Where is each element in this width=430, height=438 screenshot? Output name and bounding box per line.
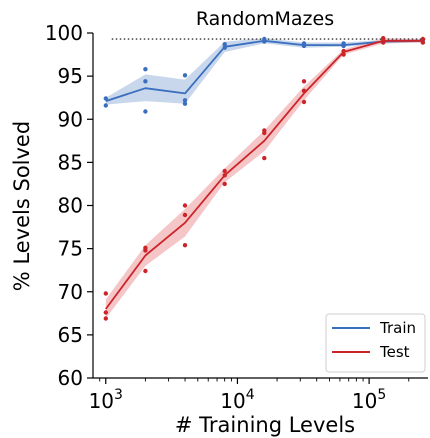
y-tick-label: 80 bbox=[58, 194, 83, 218]
data-point-test bbox=[381, 40, 386, 45]
data-point-test bbox=[103, 316, 109, 321]
y-tick-label: 65 bbox=[58, 323, 83, 347]
data-point-test bbox=[182, 203, 188, 208]
x-tick-label: 104 bbox=[220, 387, 254, 413]
y-tick-label: 85 bbox=[58, 150, 83, 174]
data-point-train bbox=[143, 67, 148, 72]
data-point-test bbox=[222, 181, 227, 187]
y-tick-label: 75 bbox=[58, 237, 83, 261]
data-point-test bbox=[103, 291, 109, 296]
data-point-test bbox=[301, 99, 307, 105]
data-point-test bbox=[341, 52, 346, 57]
data-point-train bbox=[182, 101, 188, 106]
data-point-train bbox=[222, 45, 227, 50]
y-tick-label: 70 bbox=[58, 280, 83, 304]
plot-area: 60 65 70 75 80 85 90 95 100 103 104 105 bbox=[45, 21, 428, 413]
y-tick-label: 95 bbox=[58, 64, 83, 88]
legend: Train Test bbox=[325, 313, 426, 373]
data-point-test bbox=[182, 212, 188, 218]
x-tick-label: 103 bbox=[89, 387, 123, 413]
y-tick-label: 60 bbox=[58, 366, 83, 390]
y-tick-label: 90 bbox=[58, 107, 83, 131]
data-point-test bbox=[381, 36, 386, 41]
data-point-train bbox=[143, 109, 148, 114]
data-point-train bbox=[262, 36, 267, 42]
data-point-train bbox=[182, 98, 188, 103]
data-point-test bbox=[182, 243, 188, 248]
data-point-test bbox=[222, 173, 227, 178]
data-point-test bbox=[420, 36, 426, 42]
y-axis-label: % Levels Solved bbox=[10, 121, 34, 291]
y-tick-label: 100 bbox=[45, 21, 83, 45]
data-point-train bbox=[103, 96, 109, 101]
data-point-train bbox=[182, 73, 188, 78]
series-line-test bbox=[105, 39, 423, 310]
data-point-test bbox=[222, 168, 227, 174]
x-tick-label: 105 bbox=[352, 387, 386, 413]
confidence-band-train bbox=[105, 38, 423, 105]
chart-title: RandomMazes bbox=[196, 8, 334, 30]
data-point-test bbox=[262, 155, 267, 161]
data-point-test bbox=[301, 79, 307, 84]
data-point-test bbox=[420, 40, 426, 45]
data-point-test bbox=[143, 245, 148, 250]
data-point-train bbox=[222, 42, 227, 47]
data-point-test bbox=[103, 310, 109, 315]
data-point-test bbox=[262, 128, 267, 133]
data-point-test bbox=[341, 48, 346, 54]
data-point-test bbox=[301, 88, 307, 94]
data-point-test bbox=[143, 268, 148, 274]
x-axis-label: # Training Levels bbox=[175, 413, 355, 437]
data-point-train bbox=[143, 79, 148, 84]
data-point-train bbox=[341, 41, 346, 46]
legend-label-test: Test bbox=[379, 343, 410, 361]
legend-label-train: Train bbox=[379, 319, 416, 337]
data-point-train bbox=[103, 103, 109, 108]
data-point-train bbox=[301, 41, 307, 46]
